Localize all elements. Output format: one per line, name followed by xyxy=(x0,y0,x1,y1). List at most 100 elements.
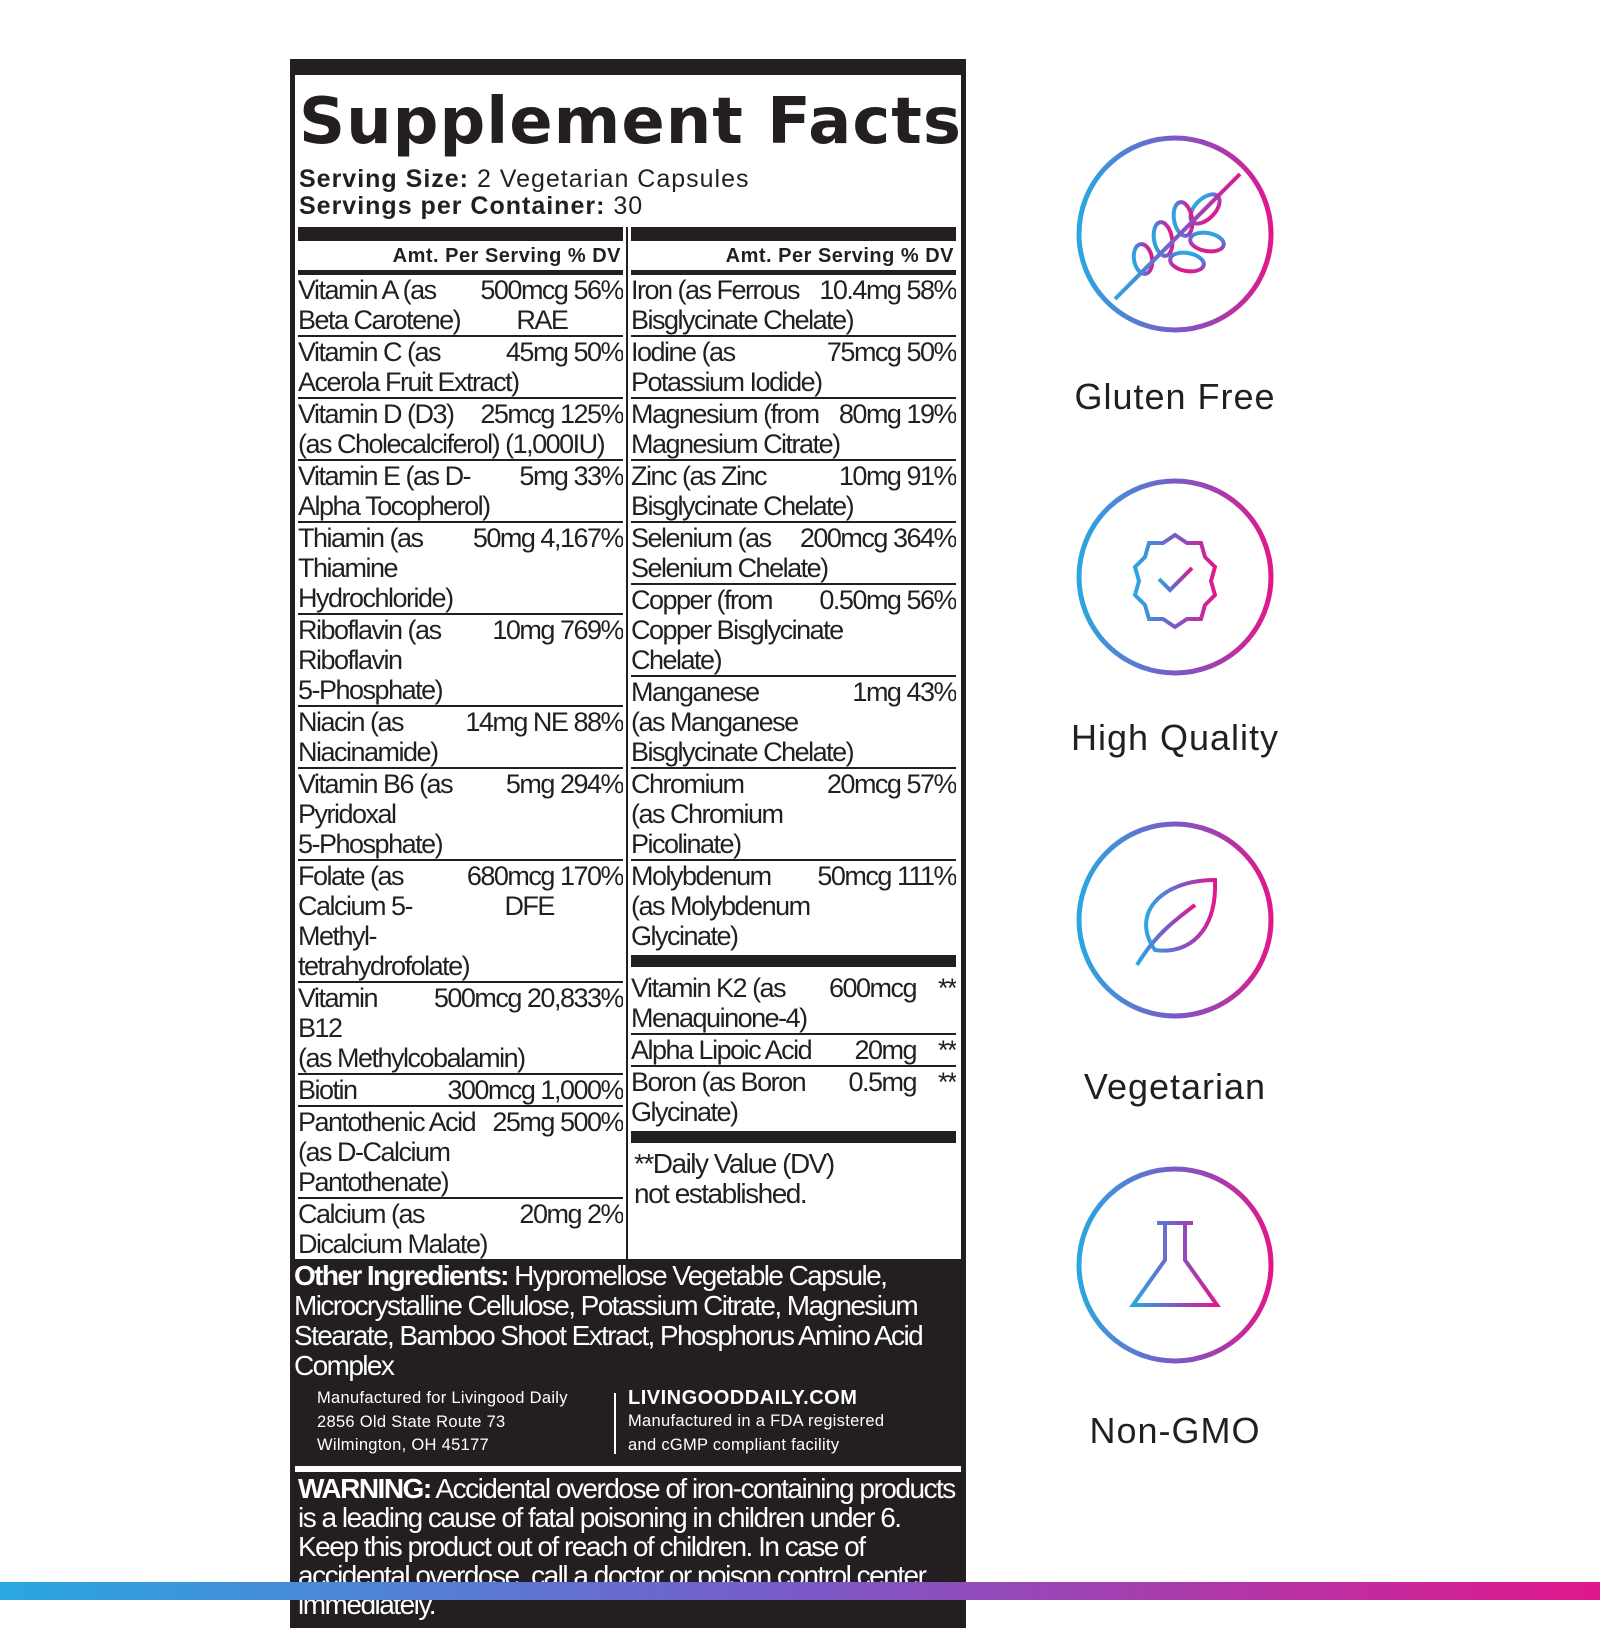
nutrient-name: Alpha Lipoic Acid xyxy=(631,1035,813,1065)
nutrient-dv: 91% xyxy=(906,461,956,491)
nutrient-amount: 50mg xyxy=(472,523,536,553)
nutrient-dv: ** xyxy=(937,1035,956,1065)
wheat-crossed-icon xyxy=(1076,135,1274,333)
check-seal-icon xyxy=(1076,478,1274,676)
nutrient-row: 50mg 4,167% Thiamin (as Thiamine Hydrochlo… xyxy=(298,523,623,615)
nutrient-name: Biotin xyxy=(298,1075,358,1105)
nutrient-dv: 56% xyxy=(906,585,956,615)
nutrient-amount: 10.4mg xyxy=(819,275,902,305)
facility-note: Manufactured in a FDA registered and cGM… xyxy=(628,1412,885,1454)
badge-label: Non-GMO xyxy=(1089,1410,1261,1451)
nutrient-amount: 1mg xyxy=(852,677,902,707)
badge-label: Vegetarian xyxy=(1083,1066,1267,1107)
nutrient-dv: 364% xyxy=(892,523,956,553)
serving-size: Serving Size: 2 Vegetarian Capsules xyxy=(299,165,750,194)
nutrient-amount: 0.50mg xyxy=(819,585,902,615)
nutrient-name: Chromium (as Chromium Picolinate) xyxy=(631,769,784,859)
nutrient-dv: 111% xyxy=(896,861,956,891)
nutrient-values: 20mg 2% xyxy=(519,1199,623,1229)
nutrient-row: 10.4mg 58% Iron (as Ferrous Bisglycinate C… xyxy=(631,275,956,337)
section-bar xyxy=(631,955,956,967)
nutrient-values: 200mcg 364% xyxy=(800,523,956,553)
nutrient-row: 10mg 769% Riboflavin (as Riboflavin 5-Phos… xyxy=(298,615,623,707)
nutrient-name: Molybdenum (as Molybdenum Glycinate) xyxy=(631,861,811,951)
nutrient-amount: 5mg xyxy=(519,461,569,491)
badge-label: Gluten Free xyxy=(1074,376,1276,417)
manufacturer-address: Manufactured for Livingood Daily 2856 Ol… xyxy=(317,1389,568,1454)
nutrient-dv: ** xyxy=(937,1067,956,1097)
nutrient-amount: 200mcg xyxy=(799,523,889,553)
nutrient-row: 20mcg 57% Chromium (as Chromium Picolinate… xyxy=(631,769,956,861)
nutrient-amount: 14mg NE xyxy=(465,707,569,737)
nutrient-values: 20mg ** xyxy=(854,1035,956,1065)
nutrient-values: 45mg 50% xyxy=(506,337,623,367)
label-header: Supplement Facts Serving Size: 2 Vegetar… xyxy=(295,75,961,227)
nutrient-dv: 4,167% xyxy=(540,523,623,553)
nutrient-amount: 500mcg xyxy=(433,983,523,1013)
nutrient-dv: 50% xyxy=(906,337,956,367)
nutrient-amount: 75mcg xyxy=(826,337,902,367)
badge-gluten-free: Gluten Free xyxy=(1074,134,1275,417)
servings-per-container: Servings per Container: 30 xyxy=(299,192,643,221)
nutrient-dv: 125% xyxy=(559,399,623,429)
nutrient-values: 25mg 500% xyxy=(492,1107,623,1137)
nutrient-name: Vitamin A (as Beta Carotene) xyxy=(298,275,462,335)
badge-high-quality: High Quality xyxy=(1071,477,1278,758)
manufacturer-info: Manufactured for Livingood Daily 2856 Ol… xyxy=(294,1387,962,1458)
nutrient-name: Magnesium (from Magnesium Citrate) xyxy=(631,399,841,459)
nutrient-name: Iron (as Ferrous Bisglycinate Chelate) xyxy=(631,275,855,335)
nutrient-amount: 20mg xyxy=(854,1035,917,1065)
nutrient-values: 10mg 91% xyxy=(839,461,956,491)
badge-label: High Quality xyxy=(1070,717,1280,758)
nutrient-row: 14mg NE 88% Niacin (as Niacinamide) xyxy=(298,707,623,769)
nutrient-amount: 680mcg DFE xyxy=(466,861,556,921)
nutrient-amount: 600mcg xyxy=(828,973,918,1003)
nutrient-amount: 20mcg xyxy=(826,769,902,799)
column-header: Amt. Per Serving % DV xyxy=(298,241,623,275)
nutrient-values: 680mcg DFE170% xyxy=(467,861,623,921)
nutrient-name: Niacin (as Niacinamide) xyxy=(298,707,439,767)
nutrient-amount: 45mg xyxy=(505,337,569,367)
nutrient-dv: 769% xyxy=(559,615,623,645)
nutrient-dv: 2% xyxy=(586,1199,623,1229)
nutrient-amount: 20mg xyxy=(519,1199,582,1229)
nutrient-values: 0.5mg ** xyxy=(848,1067,956,1097)
nutrient-name: Boron (as Boron Glycinate) xyxy=(631,1067,807,1127)
nutrient-values: 5mg 294% xyxy=(506,769,623,799)
flask-icon xyxy=(1076,1166,1274,1364)
nutrient-dv: 20,833% xyxy=(526,983,623,1013)
nutrient-row: 500mcg 20,833% Vitamin B12 (as Methylcobal… xyxy=(298,983,623,1075)
nutrient-dv: 170% xyxy=(559,861,623,891)
nutrient-row: 0.5mg ** Boron (as Boron Glycinate) xyxy=(631,1067,956,1127)
badge-vegetarian: Vegetarian xyxy=(1075,820,1275,1107)
nutrient-values: 10.4mg 58% xyxy=(819,275,956,305)
nutrient-row: 5mg 33% Vitamin E (as D- Alpha Tocopherol) xyxy=(298,461,623,523)
nutrient-values: 50mg 4,167% xyxy=(473,523,623,553)
nutrient-name: Vitamin C (as Acerola Fruit Extract) xyxy=(298,337,520,397)
nutrient-name: Iodine (as Potassium Iodide) xyxy=(631,337,823,397)
nutrient-amount: 500mcg RAE xyxy=(480,275,569,335)
nutrient-dv: 500% xyxy=(559,1107,623,1137)
nutrient-amount: 25mcg xyxy=(480,399,555,429)
nutrient-values: 50mcg 111% xyxy=(817,861,956,891)
badge-non-gmo: Non-GMO xyxy=(1075,1165,1275,1451)
leaf-icon xyxy=(1076,821,1274,1019)
nutrient-amount: 300mcg xyxy=(447,1075,536,1105)
nutrient-values: 0.50mg 56% xyxy=(819,585,956,615)
nutrient-dv: 50% xyxy=(573,337,623,367)
other-ingredients-label: Other Ingredients: xyxy=(294,1260,509,1291)
nutrient-dv: 58% xyxy=(906,275,956,305)
nutrient-values: 300mcg 1,000% xyxy=(447,1075,623,1105)
nutrient-row: 50mcg 111% Molybdenum (as Molybdenum Glyci… xyxy=(631,861,956,951)
nutrient-name: Thiamin (as Thiamine Hydrochloride) xyxy=(298,523,454,613)
nutrient-row: 300mcg 1,000% Biotin xyxy=(298,1075,623,1107)
nutrient-row: 80mg 19% Magnesium (from Magnesium Citrate… xyxy=(631,399,956,461)
nutrient-row: 20mg ** Alpha Lipoic Acid xyxy=(631,1035,956,1067)
servings-label: Servings per Container: xyxy=(299,192,606,220)
nutrient-dv: 1,000% xyxy=(540,1075,623,1105)
nutrient-name: Vitamin K2 (as Menaquinone-4) xyxy=(631,973,808,1033)
left-column: Amt. Per Serving % DV 500mcg RAE56% Vitam… xyxy=(298,227,623,1259)
nutrient-values: 5mg 33% xyxy=(519,461,623,491)
nutrient-name: Riboflavin (as Riboflavin 5-Phosphate) xyxy=(298,615,444,705)
nutrient-name: Folate (as Calcium 5-Methyl- tetrahydrof… xyxy=(298,861,471,981)
